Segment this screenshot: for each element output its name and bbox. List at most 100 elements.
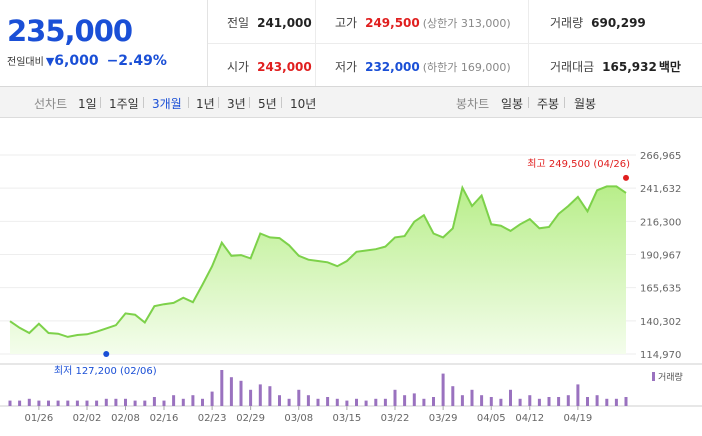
volume-bar xyxy=(172,395,176,406)
volume-bar xyxy=(104,398,108,406)
volume-bar xyxy=(374,398,378,406)
x-tick-label: 02/23 xyxy=(198,413,227,424)
volume-bar xyxy=(355,398,358,406)
volume-bar xyxy=(66,400,70,406)
volume-bar xyxy=(403,395,407,406)
volume-bar xyxy=(239,380,243,406)
x-tick-label: 04/19 xyxy=(563,413,592,424)
x-tick-label: 04/12 xyxy=(515,413,544,424)
volume-bar xyxy=(268,386,272,406)
volume-bar xyxy=(470,389,474,406)
volume-bar xyxy=(114,398,118,406)
tab-1d[interactable]: 1일 xyxy=(78,97,97,111)
min-price-marker xyxy=(103,350,110,357)
chart-tabs: 선차트 1일 1주일 3개월 1년 3년 5년 10년 봉차트 일봉 주봉 월봉 xyxy=(0,87,702,118)
down-arrow-icon: ▼ xyxy=(45,55,55,68)
y-tick-label: 190,967 xyxy=(640,251,681,262)
y-tick-label: 241,632 xyxy=(640,184,681,195)
tab-10y[interactable]: 10년 xyxy=(290,97,317,111)
x-tick-label: 03/08 xyxy=(284,413,313,424)
volume-bar xyxy=(605,398,609,406)
volume-bar xyxy=(56,400,60,406)
volume-bar xyxy=(201,398,204,406)
tab-monthly[interactable]: 월봉 xyxy=(574,97,597,111)
x-tick-label: 04/05 xyxy=(477,413,506,424)
volume-bar xyxy=(229,377,233,406)
volume-bar xyxy=(595,395,599,406)
volume-bar xyxy=(383,398,387,406)
volume-bar xyxy=(220,370,224,406)
volume-bar xyxy=(432,397,435,406)
volume-bar xyxy=(624,397,628,406)
volume-bar xyxy=(489,397,493,406)
prev-close: 전일 241,000 xyxy=(227,16,312,30)
volume-bar xyxy=(326,397,330,406)
volume-bar xyxy=(576,384,580,406)
volume-bar xyxy=(191,395,195,406)
x-tick-label: 03/15 xyxy=(332,413,361,424)
volume-bar xyxy=(537,398,541,406)
volume-bar xyxy=(8,400,12,406)
x-tick-label: 02/02 xyxy=(73,413,102,424)
volume-bar xyxy=(249,389,253,406)
volume-bar xyxy=(258,384,262,406)
price-summary: 235,000 전일대비 ▼6,000 −2.49% xyxy=(0,0,208,86)
volume-legend-swatch xyxy=(652,372,655,381)
volume-bar xyxy=(460,395,464,406)
volume-bar xyxy=(480,395,484,406)
volume-bar xyxy=(47,400,50,406)
quote-panel: 235,000 전일대비 ▼6,000 −2.49% 전일 241,000 고가 249… xyxy=(0,0,702,87)
volume-bar xyxy=(181,398,185,406)
max-price-label: 최고 249,500 (04/26) xyxy=(527,158,630,170)
volume-bar xyxy=(614,398,618,406)
volume-bar xyxy=(287,398,291,406)
tab-weekly[interactable]: 주봉 xyxy=(537,97,560,111)
price-chart: 266,965 241,632 216,300 190,967 165,635 140,3… xyxy=(0,151,702,424)
volume-bar xyxy=(162,400,166,406)
x-tick-label: 01/26 xyxy=(24,413,53,424)
tab-daily[interactable]: 일봉 xyxy=(501,97,524,111)
price-line xyxy=(9,184,627,338)
volume-bar xyxy=(335,398,339,406)
tab-3y[interactable]: 3년 xyxy=(227,97,246,111)
volume-bar xyxy=(210,391,214,406)
tab-1w[interactable]: 1주일 xyxy=(109,97,139,111)
candle-chart-label: 봉차트 xyxy=(456,97,490,111)
y-tick-label: 140,302 xyxy=(640,317,681,328)
x-tick-label: 03/29 xyxy=(429,413,458,424)
volume-bar xyxy=(37,400,41,406)
volume-bar xyxy=(95,400,99,406)
line-chart-label: 선차트 xyxy=(34,97,68,111)
volume-bar xyxy=(345,400,349,406)
volume-bar xyxy=(297,389,301,406)
tab-1y[interactable]: 1년 xyxy=(196,97,215,111)
price-area xyxy=(10,186,626,354)
trade-amount: 거래대금 165,932 백만 xyxy=(550,60,681,74)
volume-bar xyxy=(143,400,147,406)
volume-bar xyxy=(393,389,397,406)
y-tick-label: 266,965 xyxy=(640,151,681,162)
volume-bar xyxy=(18,400,22,406)
volume-bar xyxy=(422,398,426,406)
max-price-marker xyxy=(623,174,629,181)
quote-grid: 전일 241,000 고가 249,500 (상한가 313,000) 거래량 690,… xyxy=(208,0,702,86)
x-tick-label: 02/08 xyxy=(111,413,140,424)
volume-bar xyxy=(364,400,368,406)
volume-bar xyxy=(499,398,503,406)
volume-bar xyxy=(278,395,281,406)
volume-bar xyxy=(27,398,31,406)
change-value: 6,000 xyxy=(54,53,99,69)
volume-bar xyxy=(451,386,455,406)
tab-5y[interactable]: 5년 xyxy=(258,97,277,111)
volume-bar xyxy=(412,393,416,406)
volume-bar xyxy=(557,397,561,406)
volume-bar xyxy=(85,400,89,406)
volume-bar xyxy=(124,398,127,406)
volume-bar xyxy=(133,400,137,406)
tab-3m[interactable]: 3개월 xyxy=(152,97,182,111)
volume-legend: 거래량 xyxy=(658,371,683,383)
volume-bar xyxy=(566,395,570,406)
min-price-label: 최저 127,200 (02/06) xyxy=(54,365,157,377)
x-tick-label: 02/16 xyxy=(150,413,179,424)
volume-bar xyxy=(316,398,320,406)
